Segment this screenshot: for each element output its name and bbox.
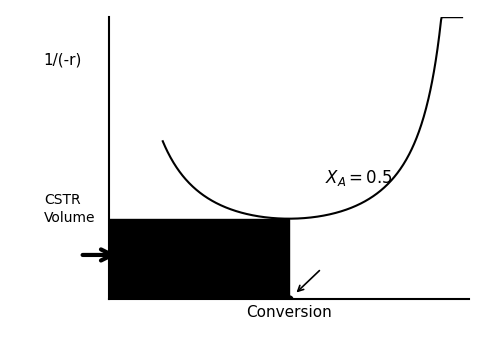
Text: 1/(-r): 1/(-r) <box>44 52 82 67</box>
Bar <box>76 250 105 260</box>
X-axis label: Conversion: Conversion <box>246 305 332 320</box>
Bar <box>109 219 289 299</box>
Text: $X_A = 0.5$: $X_A = 0.5$ <box>325 169 393 189</box>
Text: CSTR
Volume: CSTR Volume <box>44 193 95 225</box>
Polygon shape <box>105 247 123 263</box>
